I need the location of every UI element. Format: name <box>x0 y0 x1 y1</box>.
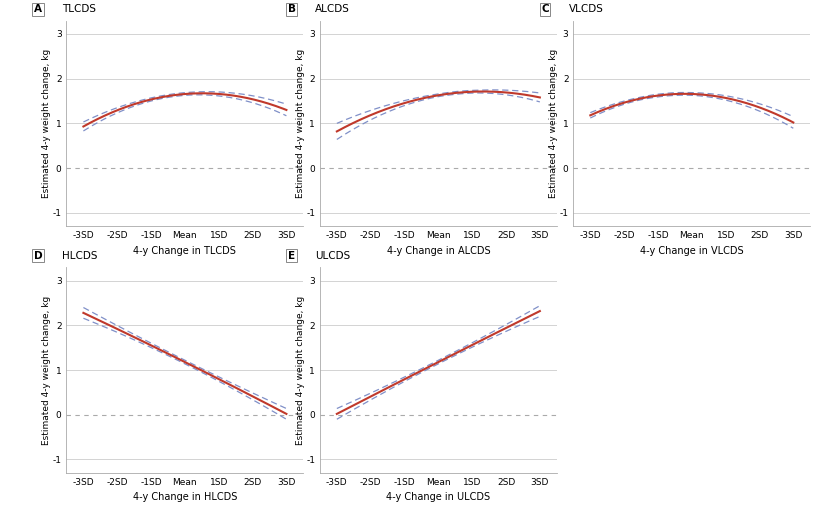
X-axis label: 4-y Change in ALCDS: 4-y Change in ALCDS <box>386 246 490 255</box>
Y-axis label: Estimated 4-y weight change, kg: Estimated 4-y weight change, kg <box>42 296 52 445</box>
Text: ULCDS: ULCDS <box>315 251 351 261</box>
X-axis label: 4-y Change in TLCDS: 4-y Change in TLCDS <box>134 246 236 255</box>
Y-axis label: Estimated 4-y weight change, kg: Estimated 4-y weight change, kg <box>296 49 305 198</box>
X-axis label: 4-y Change in ULCDS: 4-y Change in ULCDS <box>386 492 490 502</box>
Text: E: E <box>288 251 295 261</box>
X-axis label: 4-y Change in VLCDS: 4-y Change in VLCDS <box>640 246 744 255</box>
X-axis label: 4-y Change in HLCDS: 4-y Change in HLCDS <box>133 492 237 502</box>
Text: D: D <box>34 251 42 261</box>
Y-axis label: Estimated 4-y weight change, kg: Estimated 4-y weight change, kg <box>549 49 558 198</box>
Text: A: A <box>34 4 42 14</box>
Y-axis label: Estimated 4-y weight change, kg: Estimated 4-y weight change, kg <box>296 296 305 445</box>
Y-axis label: Estimated 4-y weight change, kg: Estimated 4-y weight change, kg <box>42 49 52 198</box>
Text: ALCDS: ALCDS <box>315 4 350 14</box>
Text: C: C <box>541 4 548 14</box>
Text: HLCDS: HLCDS <box>61 251 97 261</box>
Text: TLCDS: TLCDS <box>61 4 96 14</box>
Text: B: B <box>288 4 296 14</box>
Text: VLCDS: VLCDS <box>568 4 603 14</box>
